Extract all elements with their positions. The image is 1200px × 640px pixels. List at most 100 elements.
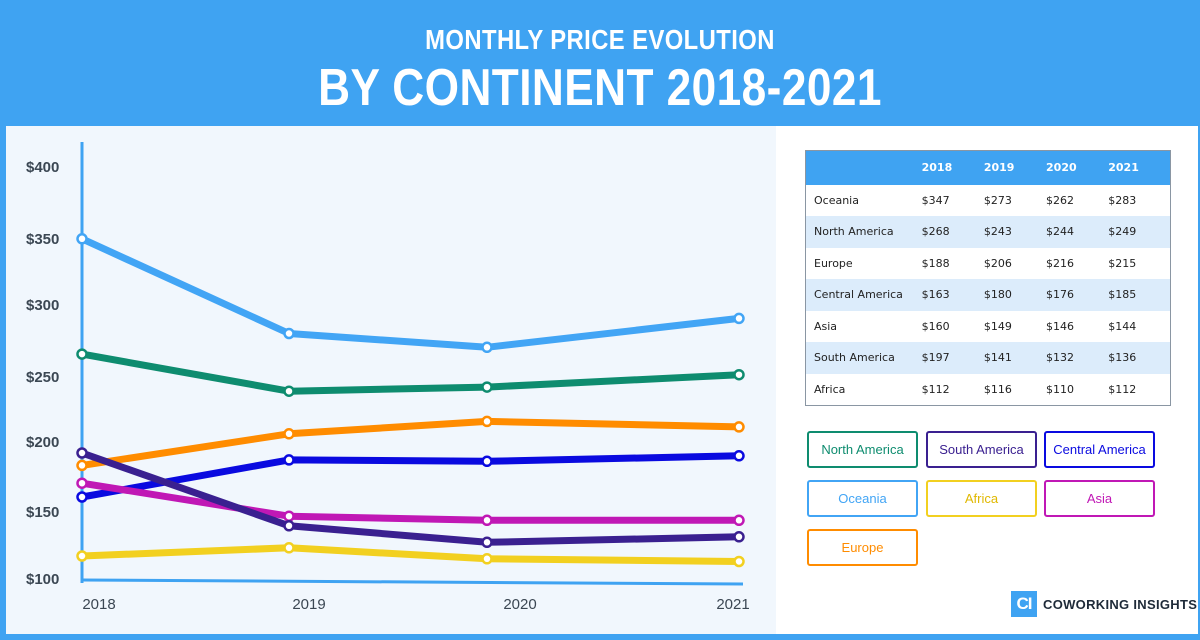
table-cell: $262 xyxy=(1046,193,1075,207)
data-point xyxy=(76,447,88,459)
data-point xyxy=(481,455,493,468)
table-header-cell: 2020 xyxy=(1046,150,1109,185)
table-cell: $188 xyxy=(921,256,950,270)
y-tick-label: $200 xyxy=(26,434,59,451)
series-line xyxy=(78,417,743,469)
table-cell: $216 xyxy=(1046,256,1075,270)
table-cell: $197 xyxy=(921,342,984,374)
table-cell: $160 xyxy=(921,319,950,333)
table-cell: $110 xyxy=(1046,382,1075,396)
data-point xyxy=(481,536,493,549)
brand: CI COWORKING INSIGHTS xyxy=(1011,591,1197,617)
series-line xyxy=(78,544,743,565)
data-point xyxy=(283,520,295,532)
table-cell: $146 xyxy=(1046,319,1075,333)
legend-item: Central America xyxy=(1044,431,1155,468)
x-tick-label: 2019 xyxy=(292,596,325,613)
table-cell: $141 xyxy=(983,342,1047,374)
legend-item: North America xyxy=(807,431,918,468)
table-cell: Asia xyxy=(814,319,838,333)
table-cell: $185 xyxy=(1108,279,1171,311)
table-row: Europe $188 $206 $216 $215 xyxy=(806,248,1171,280)
table-row: Central America $163 $180 $176 $185 xyxy=(805,279,1171,311)
legend-item: Europe xyxy=(807,529,918,566)
y-axis-ticks: $400 $350 $300 $250 $200 $150 $100 xyxy=(26,159,59,588)
table-cell: $347 xyxy=(921,193,950,207)
price-table: 2018 2019 2020 2021 Oceania $347 $273 $262 $… xyxy=(805,150,1171,406)
x-tick-label: 2021 xyxy=(716,596,749,613)
data-point xyxy=(76,233,88,245)
table-cell: $136 xyxy=(1108,342,1171,374)
table-cell: $112 xyxy=(1108,382,1137,396)
data-point xyxy=(733,421,745,433)
data-point xyxy=(733,312,745,325)
series-line xyxy=(78,449,743,546)
series-line xyxy=(78,452,743,501)
table-cell: $273 xyxy=(983,193,1012,207)
y-tick-label: $100 xyxy=(26,571,59,588)
data-point xyxy=(481,415,493,428)
y-tick-label: $400 xyxy=(26,159,59,176)
data-point xyxy=(481,514,493,527)
data-point xyxy=(481,553,493,565)
x-tick-label: 2018 xyxy=(82,596,115,613)
data-point xyxy=(283,385,295,397)
table-cell: South America xyxy=(805,342,922,374)
table-cell: $268 xyxy=(921,216,984,248)
data-point xyxy=(733,450,745,462)
y-tick-label: $150 xyxy=(26,504,59,521)
table-cell: $249 xyxy=(1108,216,1171,248)
table-cell: $215 xyxy=(1108,256,1137,270)
data-point xyxy=(283,510,295,522)
table-cell: $116 xyxy=(983,382,1012,396)
legend-item: South America xyxy=(926,431,1037,468)
data-point xyxy=(733,368,745,381)
series-line xyxy=(78,479,743,524)
data-point xyxy=(733,555,745,568)
series-line xyxy=(78,350,743,395)
table-header-cell: 2019 xyxy=(983,150,1047,185)
table-cell: $144 xyxy=(1108,319,1137,333)
table-row: Asia $160 $149 $146 $144 xyxy=(806,311,1171,343)
data-point xyxy=(76,477,88,489)
data-point xyxy=(283,542,295,554)
y-tick-label: $250 xyxy=(26,369,59,386)
table-cell: $163 xyxy=(921,279,984,311)
legend-item: Africa xyxy=(926,480,1037,517)
data-point xyxy=(481,381,493,393)
table-cell: $206 xyxy=(983,256,1012,270)
data-point xyxy=(76,491,88,503)
table-cell: $132 xyxy=(1046,342,1109,374)
table-cell: $243 xyxy=(983,216,1047,248)
table-row: Oceania $347 $273 $262 $283 xyxy=(806,185,1171,217)
table-cell: $112 xyxy=(921,382,950,396)
table-cell: Europe xyxy=(814,256,853,270)
chart-axes xyxy=(80,142,744,586)
x-axis-line xyxy=(81,578,744,586)
table-header-cell: 2021 xyxy=(1108,150,1171,185)
chart-title-line2: BY CONTINENT 2018-2021 xyxy=(318,59,882,117)
table-header-row: 2018 2019 2020 2021 xyxy=(805,150,1171,185)
chart-series xyxy=(76,233,745,568)
brand-logo: CI xyxy=(1011,591,1037,617)
table-cell: $180 xyxy=(983,279,1047,311)
series-line xyxy=(78,235,743,351)
legend-item: Oceania xyxy=(807,480,918,517)
data-point xyxy=(76,550,88,562)
data-point xyxy=(283,327,295,340)
table-row: South America $197 $141 $132 $136 xyxy=(805,342,1171,374)
table-row: North America $268 $243 $244 $249 xyxy=(805,216,1171,248)
table-cell: $283 xyxy=(1108,193,1137,207)
table-cell: $149 xyxy=(983,319,1012,333)
data-point xyxy=(733,514,745,527)
data-point xyxy=(481,341,493,354)
data-point xyxy=(76,459,88,472)
legend-item: Asia xyxy=(1044,480,1155,517)
data-point xyxy=(283,428,295,440)
table-header-cell xyxy=(805,150,922,185)
x-axis-ticks: 2018 2019 2020 2021 xyxy=(82,596,749,613)
table-cell: $244 xyxy=(1046,216,1109,248)
table-cell: Central America xyxy=(805,279,922,311)
table-cell: North America xyxy=(805,216,922,248)
